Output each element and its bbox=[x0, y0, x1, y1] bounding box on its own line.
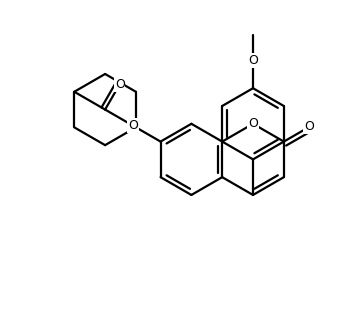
Text: O: O bbox=[128, 119, 138, 132]
Text: O: O bbox=[304, 120, 314, 133]
Text: O: O bbox=[248, 54, 258, 67]
Text: O: O bbox=[248, 117, 258, 130]
Text: O: O bbox=[115, 78, 125, 91]
